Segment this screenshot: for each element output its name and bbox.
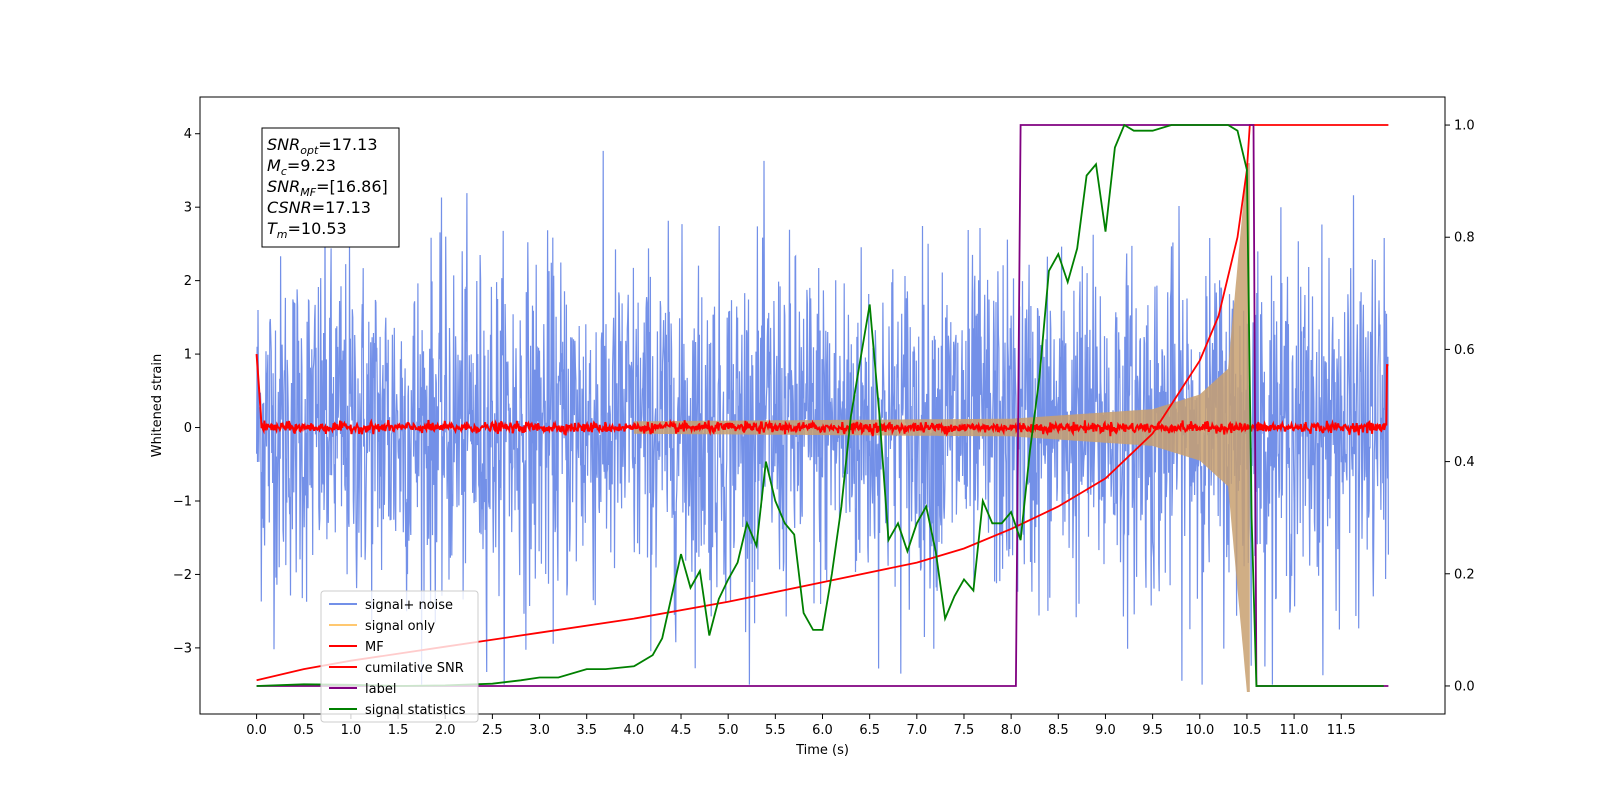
y-axis-label: Whitened strain bbox=[150, 354, 165, 457]
info-line-snr_opt: SNRopt=17.13 bbox=[267, 135, 378, 157]
info-value: =10.53 bbox=[288, 219, 347, 238]
info-base: T bbox=[267, 219, 278, 238]
x-tick-label: 11.0 bbox=[1280, 723, 1309, 738]
legend-label: cumilative SNR bbox=[365, 661, 464, 676]
info-line-mc: Mc=9.23 bbox=[267, 156, 336, 178]
x-tick-label: 9.5 bbox=[1142, 723, 1163, 738]
legend-label: label bbox=[365, 682, 396, 697]
x-tick-label: 10.5 bbox=[1232, 723, 1261, 738]
info-base: SNR bbox=[267, 177, 300, 196]
y-tick-label: 2 bbox=[184, 274, 192, 289]
x-tick-label: 0.0 bbox=[246, 723, 267, 738]
info-value: =[16.86] bbox=[316, 177, 388, 196]
legend: signal+ noise signal only MF cumilative SNR… bbox=[320, 590, 479, 723]
legend-label: signal only bbox=[365, 619, 435, 634]
y2-tick-label: 0.2 bbox=[1454, 567, 1475, 582]
info-sub: opt bbox=[300, 144, 319, 157]
legend-label: MF bbox=[365, 640, 384, 655]
axes: 0.0 0.5 1.0 1.5 2.0 2.5 3.0 3.5 4.0 4.5 5.0 5.5 6.0 6… bbox=[150, 96, 1475, 758]
x-tick-label: 9.0 bbox=[1095, 723, 1116, 738]
y-tick-label: 4 bbox=[184, 127, 192, 142]
info-box-frame bbox=[261, 127, 400, 248]
x-tick-label: 7.5 bbox=[954, 723, 975, 738]
info-base: SNR bbox=[267, 135, 300, 154]
x-tick-label: 6.5 bbox=[859, 723, 880, 738]
x-tick-label: 11.5 bbox=[1327, 723, 1356, 738]
info-line-csnr: CSNR=17.13 bbox=[267, 198, 371, 217]
info-sub: c bbox=[281, 165, 287, 178]
x-tick-label: 7.0 bbox=[906, 723, 927, 738]
x-tick-label: 4.0 bbox=[624, 723, 645, 738]
info-value: =17.13 bbox=[312, 198, 371, 217]
x-tick-label: 1.5 bbox=[388, 723, 409, 738]
x-tick-label: 5.5 bbox=[765, 723, 786, 738]
x-tick-label: 8.5 bbox=[1048, 723, 1069, 738]
x-tick-label: 6.0 bbox=[812, 723, 833, 738]
x-tick-label: 3.5 bbox=[576, 723, 597, 738]
y2-tick-label: 0.0 bbox=[1454, 679, 1475, 694]
info-line-snr_mf: SNRMF=[16.86] bbox=[267, 177, 388, 199]
info-base: CSNR bbox=[267, 198, 312, 217]
legend-label: signal+ noise bbox=[365, 598, 453, 613]
info-value: =17.13 bbox=[318, 135, 377, 154]
info-sub: m bbox=[277, 228, 288, 241]
y2-tick-label: 0.4 bbox=[1454, 455, 1475, 470]
x-tick-label: 3.0 bbox=[529, 723, 550, 738]
y-tick-label: −1 bbox=[173, 494, 192, 509]
x-tick-label: 2.0 bbox=[435, 723, 456, 738]
legend-frame bbox=[320, 590, 479, 723]
y2-tick-label: 0.6 bbox=[1454, 343, 1475, 358]
x-tick-label: 8.0 bbox=[1001, 723, 1022, 738]
mf-line bbox=[255, 354, 1389, 438]
y2-tick-label: 1.0 bbox=[1454, 119, 1475, 134]
signal-noise-line bbox=[256, 150, 1389, 685]
y-tick-label: 1 bbox=[184, 348, 192, 363]
y-tick-label: −3 bbox=[173, 641, 192, 656]
signal-statistics-line bbox=[256, 123, 1384, 687]
x-tick-label: 2.5 bbox=[482, 723, 503, 738]
legend-label: signal statistics bbox=[365, 703, 466, 718]
x-tick-label: 10.0 bbox=[1185, 723, 1214, 738]
x-tick-label: 4.5 bbox=[671, 723, 692, 738]
x-tick-label: 1.0 bbox=[341, 723, 362, 738]
y2-tick-label: 0.8 bbox=[1454, 231, 1475, 246]
x-tick-label: 0.5 bbox=[293, 723, 314, 738]
y-tick-label: −2 bbox=[173, 568, 192, 583]
y-tick-label: 3 bbox=[184, 201, 192, 216]
y-tick-label: 0 bbox=[184, 421, 192, 436]
x-axis-label: Time (s) bbox=[795, 743, 849, 758]
info-value: =9.23 bbox=[287, 156, 336, 175]
info-base: M bbox=[267, 156, 281, 175]
info-box: SNRopt=17.13Mc=9.23SNRMF=[16.86]CSNR=17.… bbox=[261, 127, 400, 248]
info-sub: MF bbox=[300, 186, 316, 199]
x-tick-label: 5.0 bbox=[718, 723, 739, 738]
info-line-tm: Tm=10.53 bbox=[267, 219, 347, 241]
